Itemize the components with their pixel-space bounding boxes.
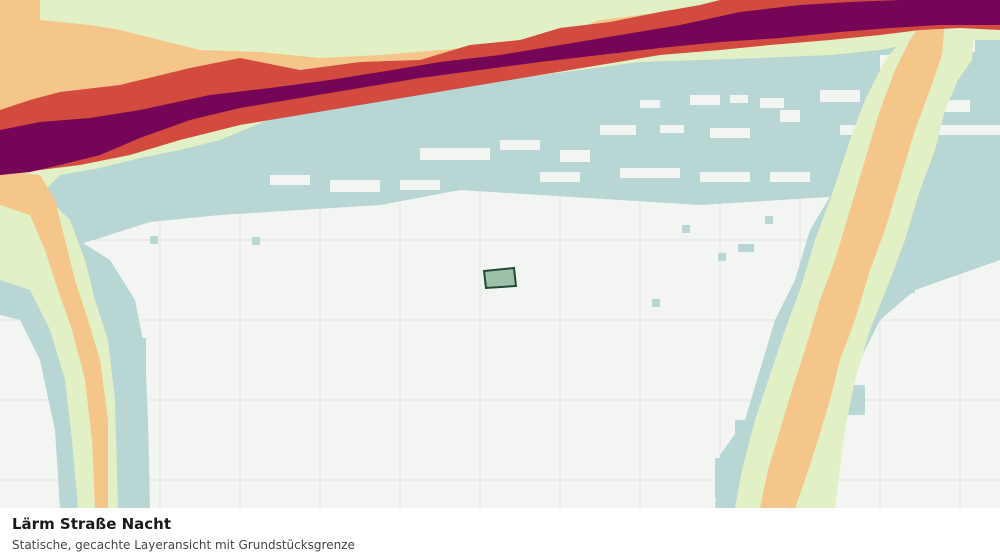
map-caption: Lärm Straße Nacht Statische, gecachte La… <box>0 508 1000 560</box>
noise-level-2-band-left <box>0 190 118 508</box>
noise-level-3-band-left <box>0 170 108 508</box>
parcel-boundary[interactable] <box>482 266 518 290</box>
map-subtitle: Statische, gecachte Layeransicht mit Gru… <box>12 538 355 552</box>
noise-level-4-band <box>0 0 1000 175</box>
noise-level-5-band <box>0 0 1000 175</box>
noise-level-3-band-right <box>760 22 945 508</box>
map-title: Lärm Straße Nacht <box>12 515 172 533</box>
